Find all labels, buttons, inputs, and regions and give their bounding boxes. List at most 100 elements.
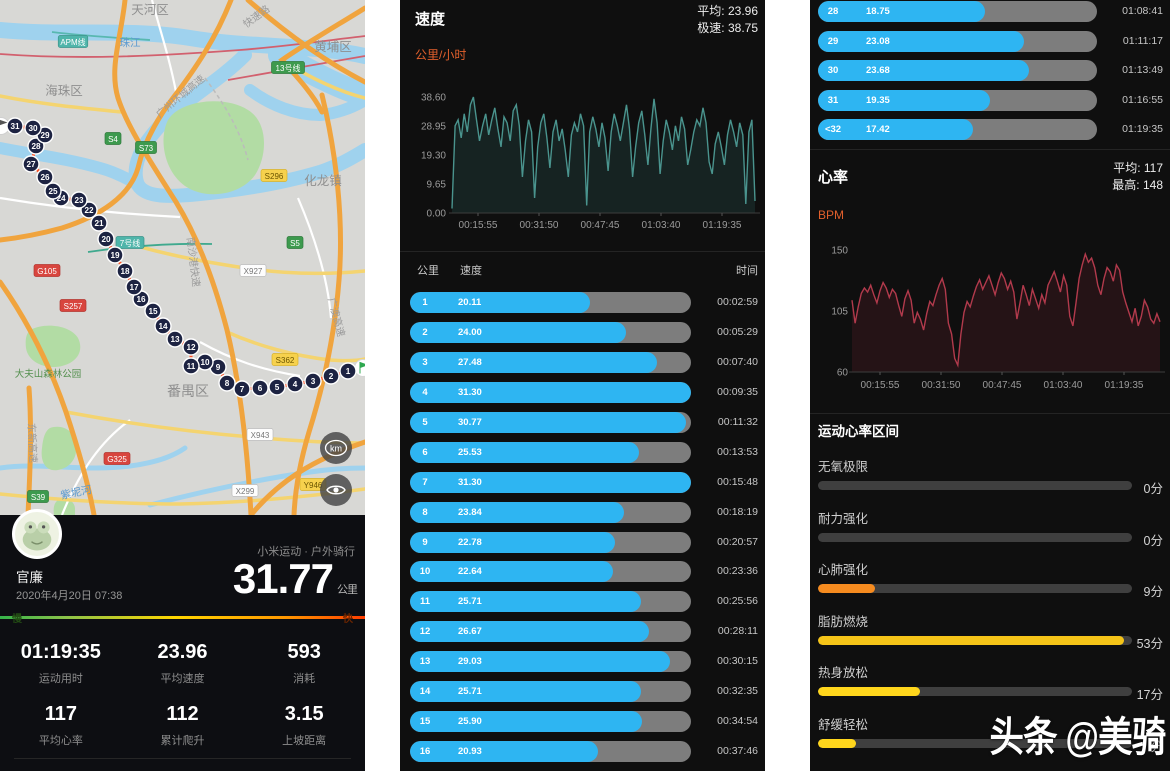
svg-text:00:47:45: 00:47:45 bbox=[581, 220, 620, 231]
divider bbox=[14, 758, 351, 759]
km-label: km bbox=[330, 444, 342, 454]
svg-text:16: 16 bbox=[136, 295, 146, 304]
split-time: 01:08:41 bbox=[1122, 5, 1163, 18]
svg-text:28: 28 bbox=[31, 142, 41, 151]
svg-text:S296: S296 bbox=[265, 172, 284, 181]
split-bar-fill bbox=[410, 352, 657, 374]
split-bar-fill bbox=[818, 119, 974, 141]
split-km-index: 4 bbox=[422, 387, 428, 399]
split-bar-fill bbox=[410, 710, 643, 732]
split-bar-fill bbox=[818, 30, 1024, 52]
split-bar-fill bbox=[410, 471, 691, 493]
speed-panel: 速度 平均: 23.96 极速: 38.75 公里/小时 38.60 28.95 1… bbox=[400, 0, 765, 771]
hr-title: 心率 bbox=[818, 169, 849, 186]
zone-label: 无氧极限 bbox=[818, 460, 869, 474]
split-time: 00:15:48 bbox=[717, 475, 758, 488]
svg-text:18: 18 bbox=[120, 267, 130, 276]
road-shield: X927 bbox=[239, 264, 267, 277]
stat-label: 消耗 bbox=[293, 673, 316, 685]
split-list-continued: 28 18.75 01:08:41 29 23.08 01:11:17 30 23.68 01:… bbox=[810, 0, 1170, 145]
stat-value: 117 bbox=[44, 703, 77, 725]
map-label: 东新高速 bbox=[25, 423, 40, 464]
split-bar bbox=[410, 382, 691, 404]
zone-bar-fill bbox=[818, 584, 875, 594]
divider bbox=[400, 251, 765, 252]
activity-datetime: 2020年4月20日 07:38 bbox=[16, 590, 123, 602]
svg-text:G325: G325 bbox=[107, 455, 127, 464]
svg-text:S39: S39 bbox=[31, 493, 46, 502]
svg-text:14: 14 bbox=[158, 322, 168, 331]
svg-text:4: 4 bbox=[293, 380, 298, 389]
svg-text:00:31:50: 00:31:50 bbox=[922, 380, 961, 391]
split-time: 00:32:35 bbox=[717, 685, 758, 698]
svg-text:00:15:55: 00:15:55 bbox=[861, 380, 900, 391]
zone-bar bbox=[818, 481, 1132, 490]
svg-text:00:47:45: 00:47:45 bbox=[983, 380, 1022, 391]
split-km-index: 6 bbox=[422, 446, 428, 458]
split-bar bbox=[410, 501, 691, 523]
split-km-index: 5 bbox=[422, 417, 428, 428]
svg-text:2: 2 bbox=[329, 372, 334, 381]
svg-text:150: 150 bbox=[831, 246, 848, 257]
road-shield: S362 bbox=[271, 353, 299, 366]
split-speed-value: 19.35 bbox=[866, 94, 890, 106]
split-bar-fill bbox=[410, 292, 591, 314]
svg-text:60: 60 bbox=[837, 368, 849, 379]
route-map[interactable]: 天河区 黄埔区 海珠区 化龙镇 番禺区 珠江 紫坭河 大夫山森林公园 广州环城高速 南沙港快速 东新… bbox=[0, 0, 365, 515]
map-canvas: 天河区黄埔区海珠区化龙镇番禺区珠江紫坭河大夫山森林公园广州环城高速南沙港快速东新… bbox=[0, 0, 365, 515]
divider bbox=[810, 413, 1170, 414]
split-speed-value: 31.30 bbox=[458, 387, 482, 399]
split-km-index: 16 bbox=[419, 745, 431, 757]
hr-zone: 无氧极限 0分 bbox=[818, 452, 1163, 504]
road-shield: X299 bbox=[231, 484, 259, 497]
split-time: 00:07:40 bbox=[717, 356, 758, 369]
split-row: 4 31.30 00:09:35 bbox=[400, 378, 765, 408]
hr-chart: 150 105 60 00:15:55 00:31:50 00:47:45 01:03:40… bbox=[831, 246, 1165, 391]
hr-zone: 舒缓轻松分 bbox=[818, 710, 1163, 762]
split-bar bbox=[818, 89, 1097, 111]
split-km-index: 29 bbox=[827, 35, 839, 47]
split-bar-fill bbox=[410, 561, 614, 583]
zone-bar bbox=[818, 739, 1132, 748]
svg-text:X927: X927 bbox=[244, 267, 263, 276]
road-shield: S296 bbox=[260, 169, 288, 182]
svg-text:0.00: 0.00 bbox=[427, 209, 447, 220]
zone-label: 心肺强化 bbox=[818, 563, 869, 578]
activity-summary-panel: 天河区 黄埔区 海珠区 化龙镇 番禺区 珠江 紫坭河 大夫山森林公园 广州环城高速 南沙港快速 东新… bbox=[0, 0, 365, 771]
split-speed-value: 22.78 bbox=[458, 536, 482, 548]
split-speed-value: 25.71 bbox=[458, 596, 482, 608]
split-speed-value: 24.00 bbox=[458, 327, 482, 339]
split-bar-fill bbox=[410, 382, 691, 404]
road-shield: S4 bbox=[104, 132, 122, 145]
svg-text:31: 31 bbox=[10, 122, 20, 131]
split-time: 00:25:56 bbox=[717, 595, 758, 608]
map-visibility-button[interactable] bbox=[320, 474, 352, 506]
split-speed-value: 17.42 bbox=[866, 124, 890, 136]
split-km-index: 28 bbox=[827, 6, 839, 18]
svg-text:38.60: 38.60 bbox=[421, 93, 446, 104]
svg-text:17: 17 bbox=[129, 283, 139, 292]
split-bar-fill bbox=[818, 89, 991, 111]
divider bbox=[810, 149, 1170, 150]
svg-text:8: 8 bbox=[225, 379, 230, 388]
avatar[interactable] bbox=[12, 509, 62, 559]
svg-text:7: 7 bbox=[240, 385, 245, 394]
split-row: 16 20.93 00:37:46 bbox=[400, 736, 765, 766]
zone-bar bbox=[818, 687, 1132, 697]
split-speed-value: 23.68 bbox=[866, 65, 890, 77]
svg-text:00:15:55: 00:15:55 bbox=[459, 220, 498, 231]
split-bar-fill bbox=[818, 1, 986, 23]
speed-avg: 平均: 23.96 bbox=[697, 4, 758, 18]
col-header-km: 公里 bbox=[417, 265, 439, 277]
split-bar-fill bbox=[410, 740, 598, 762]
split-km-index: 11 bbox=[419, 596, 431, 608]
stat-value: 23.96 bbox=[157, 641, 208, 663]
svg-text:01:03:40: 01:03:40 bbox=[642, 220, 681, 231]
road-shield: 13号线 bbox=[271, 61, 305, 74]
km-marker: 18 bbox=[116, 262, 134, 280]
split-bar bbox=[818, 119, 1097, 141]
split-bar-fill bbox=[410, 531, 615, 553]
km-marker: 1 bbox=[339, 362, 357, 380]
map-unit-button[interactable]: km bbox=[320, 432, 352, 464]
split-speed-value: 20.11 bbox=[458, 297, 482, 309]
